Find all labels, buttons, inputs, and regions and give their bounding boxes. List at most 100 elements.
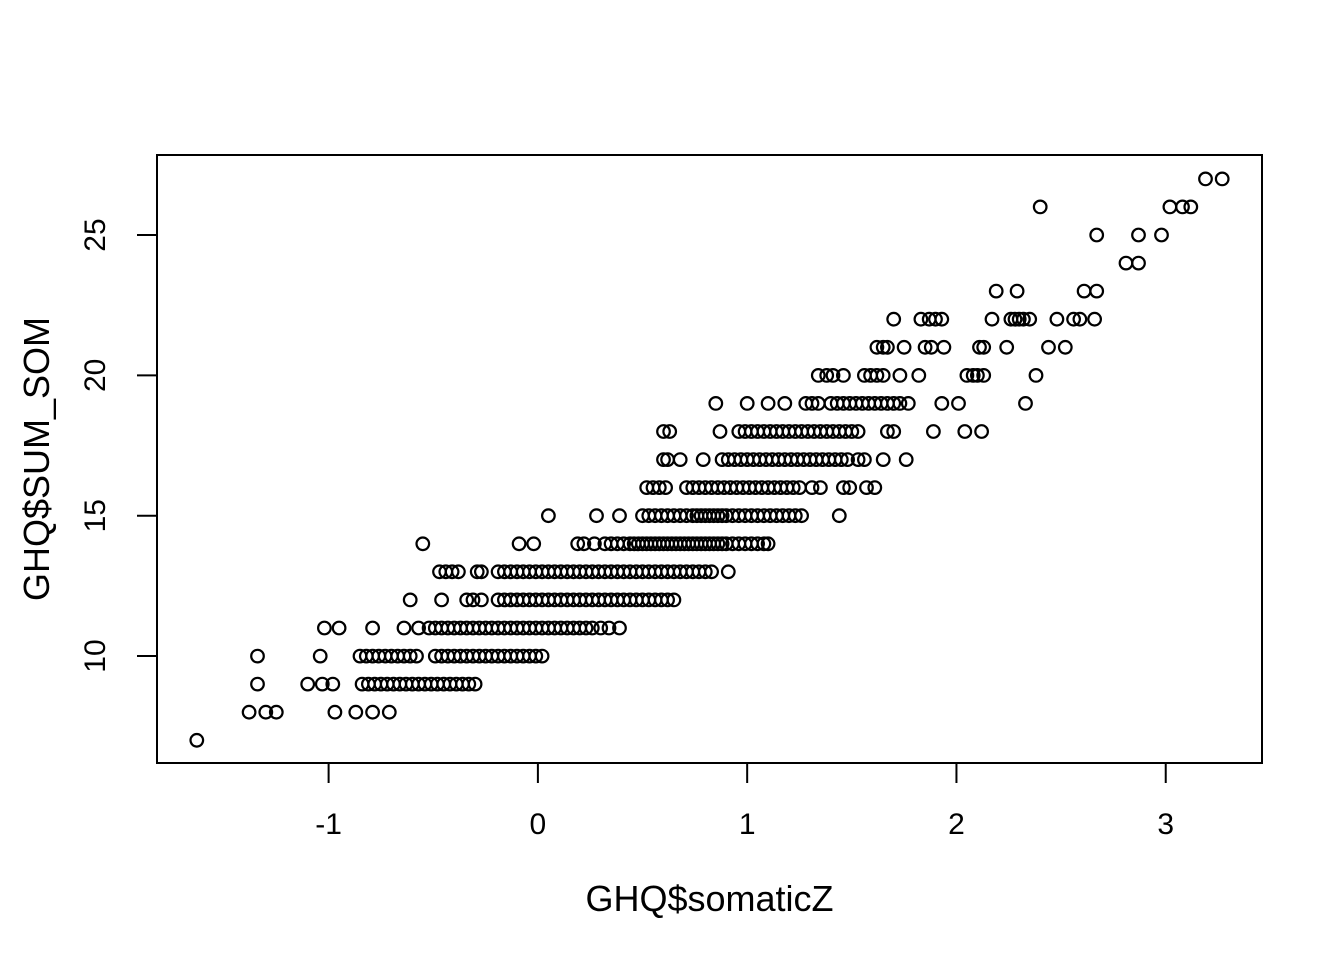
- data-point: [1198, 171, 1213, 187]
- y-tick-label: 15: [79, 499, 112, 532]
- x-tick-label: 3: [1157, 808, 1174, 841]
- data-point: [1175, 199, 1190, 215]
- x-tick-label: 1: [739, 808, 756, 841]
- data-point: [880, 339, 895, 355]
- data-point: [869, 339, 885, 355]
- data-point: [348, 704, 364, 720]
- data-point: [976, 339, 992, 355]
- data-point: [785, 480, 801, 496]
- data-point: [300, 676, 316, 692]
- x-tick-label: 2: [948, 808, 965, 841]
- data-point: [819, 368, 835, 383]
- data-point: [534, 648, 550, 664]
- data-point: [965, 368, 981, 383]
- data-point: [658, 480, 673, 496]
- data-point: [601, 620, 617, 636]
- data-point: [794, 508, 809, 524]
- data-point: [1076, 283, 1092, 299]
- data-point: [409, 648, 424, 664]
- data-point: [886, 424, 902, 439]
- data-point: [999, 339, 1015, 355]
- data-point: [1007, 311, 1023, 327]
- data-point: [957, 424, 973, 439]
- data-point: [1049, 311, 1065, 327]
- data-point: [777, 396, 793, 411]
- data-point: [911, 368, 927, 383]
- data-point: [859, 480, 874, 496]
- data-point: [317, 620, 332, 636]
- x-axis-title: GHQ$somaticZ: [585, 878, 834, 919]
- data-point: [886, 311, 902, 327]
- data-point: [850, 424, 866, 439]
- data-point: [656, 452, 671, 468]
- data-point: [813, 480, 828, 496]
- data-point: [900, 396, 916, 411]
- data-point: [526, 536, 542, 552]
- data-point: [926, 424, 941, 439]
- data-point: [570, 536, 586, 552]
- data-point: [402, 592, 418, 608]
- data-point: [842, 480, 858, 496]
- data-point: [467, 676, 483, 692]
- data-point: [810, 368, 826, 383]
- data-point: [511, 536, 527, 552]
- data-point: [825, 368, 841, 383]
- data-point: [1183, 199, 1199, 215]
- data-point: [875, 339, 891, 355]
- data-point: [541, 508, 556, 524]
- data-point: [612, 620, 627, 636]
- data-point: [984, 311, 1000, 327]
- data-point: [892, 368, 908, 383]
- data-point: [970, 368, 985, 383]
- data-point: [1011, 311, 1027, 327]
- data-point: [875, 452, 891, 468]
- data-point: [314, 676, 330, 692]
- y-axis-title: GHQ$SUM_SOM: [16, 316, 57, 602]
- data-point: [474, 564, 489, 580]
- data-point: [250, 676, 265, 692]
- data-point: [1131, 227, 1146, 243]
- data-point: [587, 536, 602, 552]
- data-point: [1072, 311, 1088, 327]
- data-point: [1087, 311, 1102, 327]
- data-point: [714, 508, 730, 524]
- data-point: [760, 536, 776, 552]
- data-point: [875, 368, 891, 383]
- data-point: [831, 508, 847, 524]
- data-point: [1162, 199, 1178, 215]
- data-point: [666, 592, 682, 608]
- data-point: [857, 452, 872, 468]
- x-tick-label: 0: [530, 808, 547, 841]
- data-point: [258, 704, 274, 720]
- data-point: [461, 676, 477, 692]
- data-point: [593, 620, 609, 636]
- data-point: [616, 536, 632, 552]
- data-point: [710, 508, 726, 524]
- data-point: [1131, 255, 1146, 271]
- data-point: [928, 311, 943, 327]
- data-point: [589, 508, 604, 524]
- data-point: [704, 564, 719, 580]
- data-point: [656, 424, 671, 439]
- data-point: [787, 508, 803, 524]
- data-point: [651, 480, 667, 496]
- data-point: [844, 424, 860, 439]
- data-point: [1089, 283, 1105, 299]
- data-point: [327, 704, 343, 720]
- data-point: [268, 704, 284, 720]
- data-point: [312, 648, 328, 664]
- data-point: [867, 480, 883, 496]
- y-tick-label: 10: [79, 639, 112, 672]
- data-point: [951, 396, 966, 411]
- data-point: [612, 508, 627, 524]
- data-point: [934, 311, 950, 327]
- data-point: [396, 620, 412, 636]
- data-point: [712, 424, 728, 439]
- data-point: [804, 396, 820, 411]
- data-point: [974, 424, 989, 439]
- data-point: [381, 704, 397, 720]
- plot-box: [156, 154, 1263, 764]
- data-point: [886, 396, 902, 411]
